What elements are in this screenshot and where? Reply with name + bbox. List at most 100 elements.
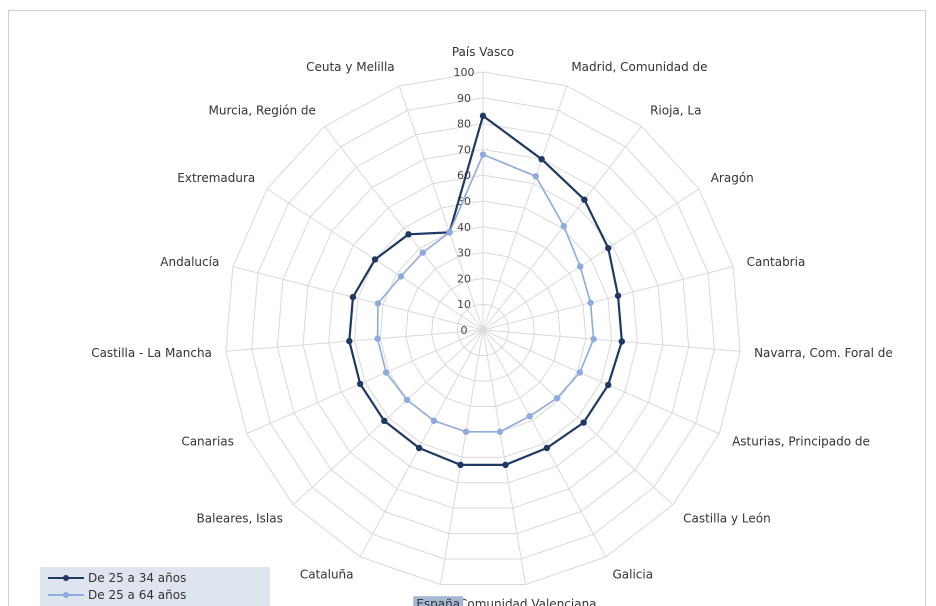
- data-point-s0-9: [502, 461, 509, 469]
- category-label-7: Castilla y León: [683, 511, 771, 525]
- data-point-s0-11: [415, 444, 423, 452]
- radial-tick-50: 50: [457, 195, 471, 208]
- spoke-14: [225, 329, 484, 352]
- series-0: [346, 112, 626, 469]
- spoke-10: [440, 329, 484, 585]
- spoke-18: [398, 85, 484, 331]
- grid-ring-20: [431, 277, 535, 382]
- data-point-s0-13: [356, 380, 364, 388]
- data-point-s1-11: [430, 417, 438, 424]
- category-label-16: Extremadura: [177, 171, 255, 185]
- spoke-12: [292, 329, 484, 506]
- data-point-s1-4: [587, 299, 594, 306]
- category-label-12: Baleares, Islas: [197, 511, 283, 525]
- data-point-s0-10: [457, 461, 464, 469]
- data-point-s0-3: [605, 244, 612, 252]
- data-point-s1-8: [526, 413, 533, 420]
- data-point-s1-12: [403, 396, 411, 404]
- series-line-1: [376, 153, 595, 433]
- data-point-s1-1: [532, 173, 539, 180]
- data-point-s1-14: [374, 335, 381, 342]
- data-point-s0-16: [371, 256, 379, 263]
- data-point-s1-2: [560, 222, 568, 230]
- grid-ring-100: [225, 71, 741, 585]
- radial-tick-0: 0: [461, 324, 468, 337]
- highlight-box: [413, 596, 464, 606]
- data-point-s0-14: [346, 337, 353, 345]
- category-label-5: Navarra, Com. Foral de: [754, 346, 893, 360]
- series-line-0: [348, 114, 623, 466]
- radar-series: [346, 112, 626, 469]
- spoke-5: [482, 329, 741, 352]
- data-point-s0-5: [618, 338, 626, 345]
- grid-ring-80: [276, 123, 690, 535]
- data-point-s0-6: [605, 381, 612, 389]
- category-label-18: Ceuta y Melilla: [306, 60, 395, 74]
- data-point-s1-0: [479, 151, 487, 158]
- category-label-13: Canarias: [181, 435, 234, 449]
- data-point-s1-17: [419, 249, 426, 256]
- data-point-s1-6: [576, 369, 584, 376]
- spoke-3: [482, 188, 700, 331]
- spoke-9: [482, 329, 526, 585]
- data-point-s0-12: [381, 417, 388, 425]
- radar-grid: [225, 71, 741, 585]
- grid-ring-60: [328, 174, 638, 484]
- category-label-14: Castilla - La Mancha: [91, 346, 212, 360]
- radial-tick-100: 100: [454, 66, 475, 79]
- grid-ring-70: [302, 148, 664, 509]
- legend-label-series-1: De 25 a 64 años: [88, 588, 187, 602]
- legend-swatch-series-0: [48, 575, 84, 581]
- legend-swatch-series-1: [48, 592, 84, 598]
- legend-item-series-0: De 25 a 34 años: [40, 569, 186, 587]
- spoke-13: [246, 329, 484, 435]
- data-point-s1-18: [446, 229, 453, 236]
- category-label-1: Madrid, Comunidad de: [571, 60, 707, 74]
- data-point-s0-2: [581, 196, 588, 203]
- data-point-s1-13: [382, 369, 390, 376]
- radial-tick-90: 90: [457, 92, 471, 105]
- spoke-7: [482, 329, 674, 506]
- category-label-0: País Vasco: [452, 45, 514, 59]
- grid-ring-90: [251, 97, 715, 560]
- radial-tick-20: 20: [457, 272, 471, 285]
- radial-tick-30: 30: [457, 247, 471, 260]
- radial-tick-40: 40: [457, 221, 471, 234]
- data-point-s1-5: [590, 335, 597, 343]
- spoke-8: [482, 329, 607, 558]
- category-label-3: Aragón: [711, 171, 754, 185]
- data-point-s1-15: [374, 300, 382, 307]
- data-point-s1-3: [576, 263, 584, 270]
- spoke-6: [482, 329, 720, 435]
- data-point-s1-7: [553, 394, 561, 402]
- spoke-4: [482, 266, 734, 331]
- data-point-s1-9: [496, 428, 504, 435]
- legend-item-series-1: De 25 a 64 años: [40, 586, 186, 604]
- chart-frame: [8, 10, 926, 606]
- data-point-s0-4: [614, 292, 622, 299]
- data-point-s0-1: [538, 155, 545, 163]
- spoke-17: [324, 126, 484, 331]
- data-point-s1-10: [462, 428, 470, 435]
- data-point-s1-16: [397, 273, 405, 280]
- radial-tick-70: 70: [457, 143, 471, 156]
- category-label-11: Cataluña: [300, 567, 354, 581]
- category-label-9: Comunidad Valenciana: [459, 597, 597, 606]
- category-labels: País Vasco Madrid, Comunidad de Rioja, La A…: [91, 45, 893, 606]
- grid-ring-10: [456, 303, 510, 356]
- category-label-2: Rioja, La: [650, 104, 701, 118]
- radial-tick-80: 80: [457, 118, 471, 131]
- category-label-17: Murcia, Región de: [208, 104, 315, 118]
- category-label-10: España: [416, 597, 460, 606]
- spoke-15: [232, 266, 484, 331]
- legend-label-series-0: De 25 a 34 años: [88, 571, 187, 585]
- spoke-11: [359, 329, 484, 558]
- spoke-1: [482, 85, 568, 331]
- radial-tick-10: 10: [457, 298, 471, 311]
- category-label-8: Galicia: [612, 567, 653, 581]
- data-point-s0-7: [580, 419, 587, 426]
- category-label-6: Asturias, Principado de: [732, 435, 870, 449]
- legend: De 25 a 34 años De 25 a 64 años: [40, 567, 270, 606]
